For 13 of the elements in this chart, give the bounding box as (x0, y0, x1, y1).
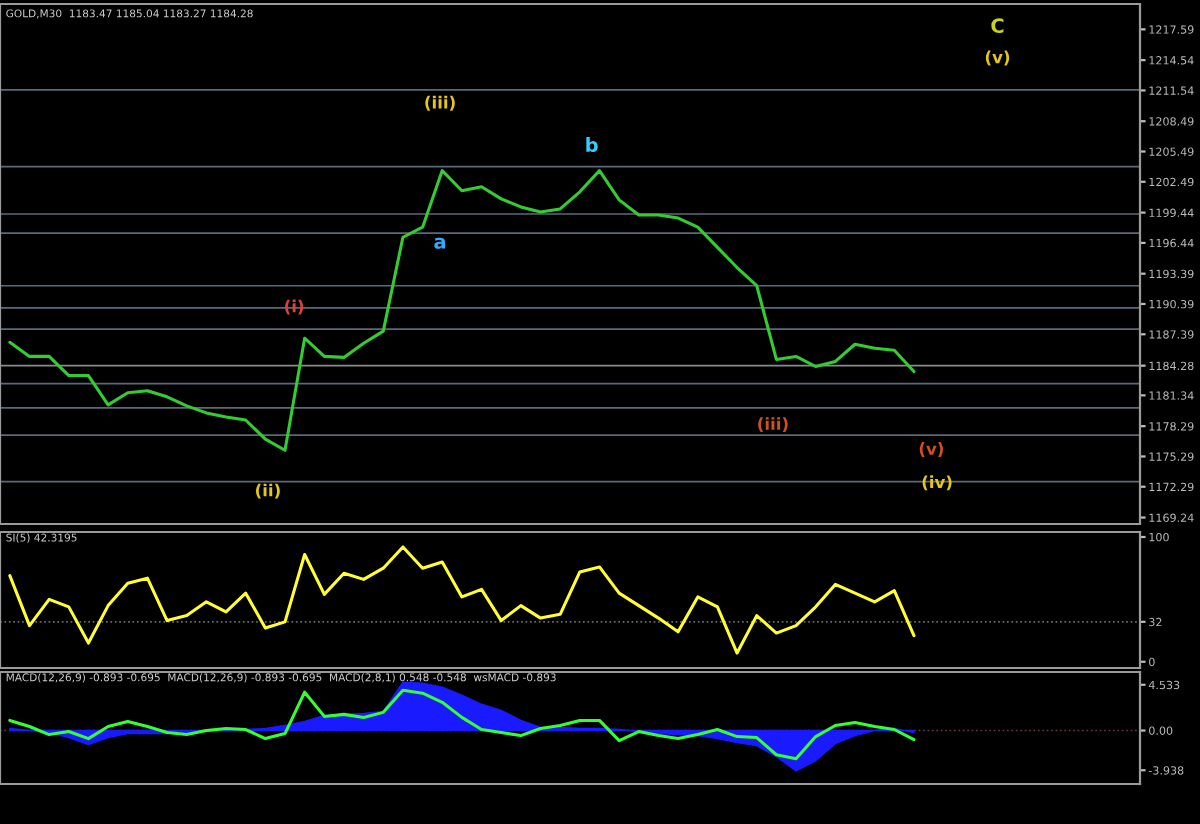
annotation: (ii) (256, 483, 280, 499)
annotation: C (991, 18, 1004, 34)
annotation: a (434, 237, 446, 249)
line-series (8, 545, 916, 655)
annotation: (iii) (758, 417, 788, 432)
annotation: (iv) (922, 475, 952, 491)
annotation: (v) (985, 50, 1010, 66)
annotation: (i) (285, 299, 304, 315)
annotation: (v) (919, 442, 943, 457)
line-series (8, 688, 916, 761)
annotation: (iii) (425, 95, 455, 111)
annotation: b (586, 137, 598, 153)
line-series (8, 169, 916, 452)
